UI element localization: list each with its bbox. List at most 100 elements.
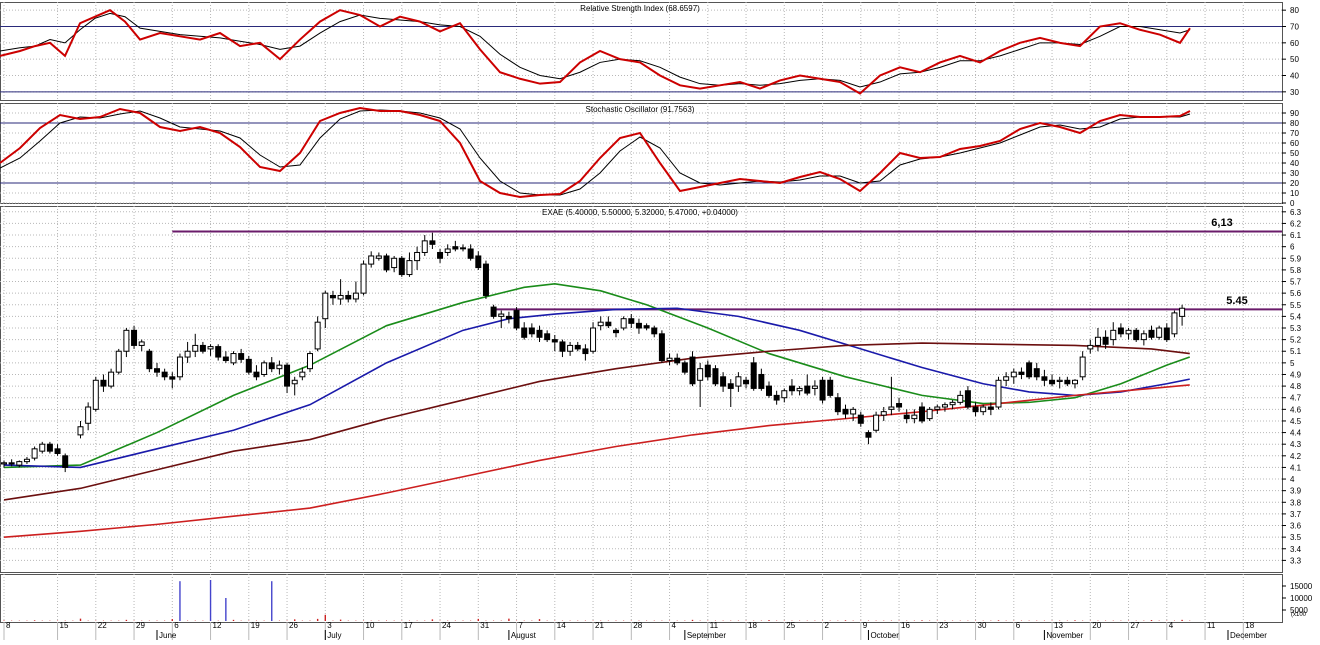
candle-down — [146, 350, 153, 370]
candle-up — [1072, 379, 1078, 385]
rsi-tick-label: 30 — [1290, 88, 1299, 97]
candle-up — [957, 394, 964, 403]
candle-down — [551, 339, 558, 343]
rsi-tick-label: 50 — [1290, 55, 1299, 64]
candle-up — [811, 385, 818, 389]
price-tick-label: 3.5 — [1290, 533, 1302, 542]
x-tick-label: 6 — [174, 621, 179, 630]
candle-down — [505, 315, 512, 320]
candle-down — [842, 408, 849, 415]
price-tick-label: 5.1 — [1290, 347, 1302, 356]
x-tick-label: 7 — [519, 621, 524, 630]
price-tick-label: 4.4 — [1290, 429, 1302, 438]
candle-down — [605, 321, 612, 327]
candle-down — [54, 448, 61, 454]
candle-up — [873, 414, 880, 431]
price-tick-label: 3.7 — [1290, 510, 1302, 519]
x-tick-label: 3 — [327, 621, 332, 630]
candle-down — [467, 248, 474, 259]
candle-up — [498, 313, 505, 317]
x-tick-label: 29 — [136, 621, 145, 630]
candle-down — [452, 246, 459, 250]
rsi-tick-label: 80 — [1290, 6, 1299, 15]
rsi-tick-label: 60 — [1290, 39, 1299, 48]
candle-up — [888, 406, 895, 410]
candle-down — [1049, 379, 1056, 385]
candle-down — [987, 406, 994, 410]
price-tick-label: 4.7 — [1290, 394, 1302, 403]
candle-up — [880, 411, 887, 416]
stoch-tick-label: 60 — [1290, 139, 1299, 148]
stoch-tick-label: 50 — [1290, 149, 1299, 158]
price-tick-label: 4.5 — [1290, 417, 1302, 426]
candle-up — [123, 329, 130, 352]
candle-down — [712, 368, 719, 385]
x-tick-label: 26 — [289, 621, 298, 630]
x-tick-label: 17 — [404, 621, 413, 630]
candle-up — [949, 401, 956, 406]
stoch-line — [0, 106, 1191, 199]
x-tick-label: 13 — [1054, 621, 1063, 630]
price-tick-label: 3.4 — [1290, 545, 1302, 554]
price-tick-label: 3.8 — [1290, 498, 1302, 507]
stoch-tick-label: 40 — [1290, 159, 1299, 168]
candle-up — [23, 458, 30, 463]
price-tick-label: 3.6 — [1290, 522, 1302, 531]
candle-down — [1033, 368, 1040, 378]
candle-down — [674, 357, 681, 364]
candle-up — [796, 387, 803, 392]
stoch-tick-label: 20 — [1290, 179, 1299, 188]
candle-up — [322, 292, 329, 320]
candle-down — [1026, 362, 1033, 378]
price-tick-label: 5.2 — [1290, 336, 1302, 345]
stoch-tick-label: 0 — [1290, 199, 1295, 208]
candle-down — [1163, 327, 1170, 341]
stoch-tick-label: 10 — [1290, 189, 1299, 198]
candle-up — [406, 260, 413, 276]
candle-down — [896, 403, 903, 408]
candle-up — [460, 247, 466, 250]
candle-up — [421, 240, 428, 253]
candle-down — [766, 385, 772, 396]
ma-green-line — [3, 283, 1191, 469]
candle-down — [689, 356, 696, 385]
candle-down — [964, 390, 971, 408]
candle-down — [1133, 329, 1140, 341]
candle-down — [574, 344, 581, 350]
candle-down — [704, 364, 711, 378]
candle-up — [926, 408, 933, 420]
candle-down — [643, 325, 650, 329]
x-tick-label: 20 — [1092, 621, 1101, 630]
candle-up — [115, 350, 122, 373]
candle-up — [1079, 356, 1086, 378]
stoch-tick-label: 70 — [1290, 129, 1299, 138]
price-tick-label: 6.1 — [1290, 231, 1302, 240]
candle-down — [268, 362, 275, 370]
price-tick-label: 4.9 — [1290, 370, 1302, 379]
month-label: December — [1230, 631, 1267, 640]
candle-down — [222, 356, 229, 362]
candle-down — [972, 406, 979, 413]
candle-down — [582, 348, 589, 355]
candle-up — [337, 294, 344, 300]
price-tick-label: 6.3 — [1290, 208, 1302, 217]
price-title: EXAE (5.40000, 5.50000, 5.32000, 5.47000… — [542, 208, 738, 217]
candle-up — [781, 390, 788, 399]
x-tick-label: 12 — [213, 621, 222, 630]
price-tick-label: 5.5 — [1290, 301, 1302, 310]
stoch-title: Stochastic Oscillator (91.7563) — [586, 105, 695, 114]
candle-up — [1094, 336, 1101, 346]
candle-down — [804, 385, 811, 394]
month-label: July — [327, 631, 341, 640]
candle-up — [1179, 307, 1186, 317]
volume-unit-label: (x100 — [1291, 612, 1307, 618]
candle-down — [62, 455, 69, 468]
month-label: October — [870, 631, 899, 640]
x-tick-label: 4 — [672, 621, 677, 630]
month-label: June — [159, 631, 177, 640]
candle-up — [138, 341, 145, 346]
x-tick-label: 24 — [442, 621, 451, 630]
candle-down — [521, 327, 528, 338]
candle-down — [8, 462, 15, 465]
